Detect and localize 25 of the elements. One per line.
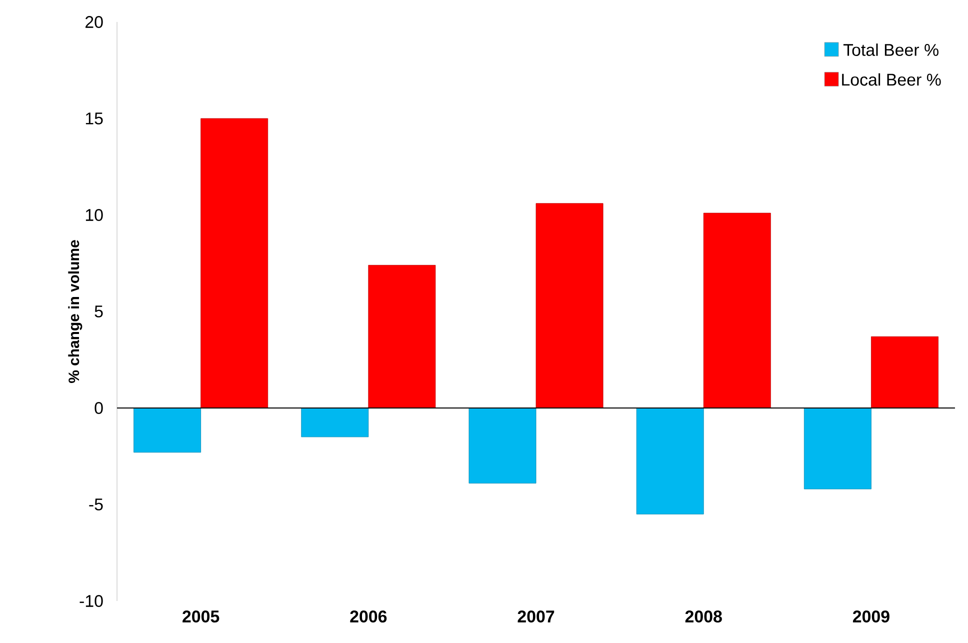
- y-tick-label: 20: [86, 16, 103, 28]
- x-tick-label: 2006: [350, 610, 387, 622]
- y-tick-label: 5: [94, 306, 103, 318]
- bar: [703, 212, 771, 408]
- y-tick-label: 15: [86, 112, 103, 124]
- bar: [536, 203, 604, 408]
- bar: [200, 118, 268, 408]
- bar: [636, 408, 704, 514]
- legend-label: Total Beer %: [843, 44, 938, 56]
- x-tick-label: 2007: [518, 610, 554, 622]
- bar: [804, 408, 872, 490]
- bar: [368, 264, 436, 408]
- y-tick-label: -5: [89, 498, 103, 510]
- y-axis-title: % change in volume: [68, 240, 82, 383]
- bar: [301, 408, 369, 438]
- x-tick-label: 2008: [685, 610, 722, 622]
- x-tick-label: 2005: [182, 610, 220, 622]
- y-tick-label: 10: [86, 208, 103, 221]
- x-tick-label: 2009: [852, 610, 890, 622]
- bar: [871, 336, 938, 408]
- bar: [134, 408, 202, 453]
- y-tick-label: 0: [94, 402, 103, 414]
- y-tick-label: -10: [80, 594, 103, 607]
- bar: [468, 408, 536, 484]
- legend-label: Local Beer %: [842, 73, 941, 86]
